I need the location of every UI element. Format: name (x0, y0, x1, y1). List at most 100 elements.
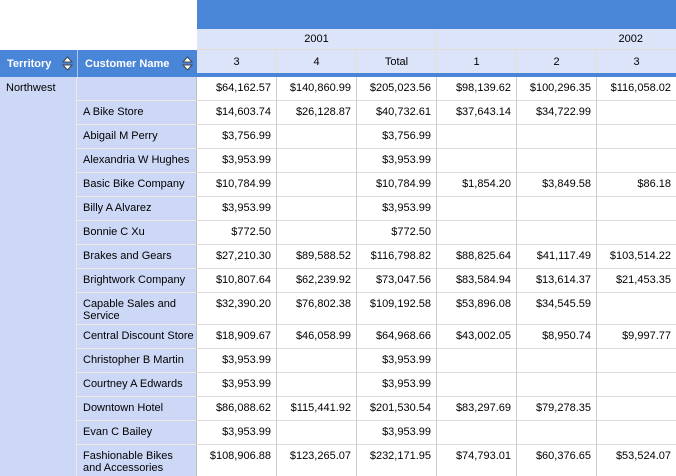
matrix-body: Northwest $64,162.57 $140,860.99 $205,023.… (0, 77, 676, 476)
table-row: Downtown Hotel $86,088.62 $115,441.92 $201,… (77, 397, 676, 421)
value-cell: $116,798.82 (357, 245, 437, 269)
year-group-2002: 2002 (437, 29, 676, 50)
value-cell: $98,139.62 (437, 77, 517, 101)
value-cell (277, 197, 357, 221)
quarter-header-3: 1 (437, 50, 517, 73)
value-cell: $3,953.99 (357, 373, 437, 397)
customer-name-cell: Basic Bike Company (77, 173, 197, 197)
value-cell (277, 349, 357, 373)
value-cell (517, 373, 597, 397)
value-cell: $53,896.08 (437, 293, 517, 325)
value-cell: $21,453.35 (597, 269, 676, 293)
value-cell (517, 197, 597, 221)
value-cell: $772.50 (197, 221, 277, 245)
value-cell (597, 293, 676, 325)
quarter-header-2: Total (357, 50, 437, 73)
value-cell: $64,968.66 (357, 325, 437, 349)
value-cell (437, 373, 517, 397)
value-cell: $3,953.99 (197, 197, 277, 221)
value-cell (277, 221, 357, 245)
sort-icon[interactable] (62, 56, 73, 71)
value-cell (597, 349, 676, 373)
value-cell (597, 397, 676, 421)
value-cell (517, 221, 597, 245)
value-cell: $89,588.52 (277, 245, 357, 269)
value-cell: $3,953.99 (357, 421, 437, 445)
corner-spacer (0, 29, 197, 50)
customer-name-cell (77, 77, 197, 101)
value-cell (437, 421, 517, 445)
customer-name-cell: Capable Sales and Service (77, 293, 197, 325)
value-cell: $60,376.65 (517, 445, 597, 476)
value-cell (597, 373, 676, 397)
value-cell: $43,002.05 (437, 325, 517, 349)
value-cell: $3,849.58 (517, 173, 597, 197)
value-cell (517, 349, 597, 373)
value-cell (437, 221, 517, 245)
value-cell: $205,023.56 (357, 77, 437, 101)
value-cell: $8,950.74 (517, 325, 597, 349)
value-cell: $53,524.07 (597, 445, 676, 476)
value-cell: $109,192.58 (357, 293, 437, 325)
value-cell: $201,530.54 (357, 397, 437, 421)
year-header-row: 2001 2002 (0, 29, 676, 50)
value-cell: $86,088.62 (197, 397, 277, 421)
table-row: Courtney A Edwards $3,953.99 $3,953.99 (77, 373, 676, 397)
customer-name-cell: Downtown Hotel (77, 397, 197, 421)
value-cell: $26,128.87 (277, 101, 357, 125)
value-cell: $10,784.99 (357, 173, 437, 197)
value-cell: $74,793.01 (437, 445, 517, 476)
value-cell: $1,854.20 (437, 173, 517, 197)
value-cell (277, 373, 357, 397)
value-cell: $32,390.20 (197, 293, 277, 325)
value-cell: $3,953.99 (357, 197, 437, 221)
value-cell: $3,953.99 (197, 373, 277, 397)
customer-name-cell: Brightwork Company (77, 269, 197, 293)
table-row: A Bike Store $14,603.74 $26,128.87 $40,732.… (77, 101, 676, 125)
customer-name-cell: Bonnie C Xu (77, 221, 197, 245)
value-cell: $37,643.14 (437, 101, 517, 125)
value-cell: $3,953.99 (357, 349, 437, 373)
value-cell (437, 149, 517, 173)
value-cell: $14,603.74 (197, 101, 277, 125)
value-cell (517, 125, 597, 149)
table-row: Abigail M Perry $3,756.99 $3,756.99 (77, 125, 676, 149)
value-cell (517, 149, 597, 173)
customer-name-column-header[interactable]: Customer Name (77, 50, 197, 77)
table-row: Fashionable Bikes and Accessories $108,90… (77, 445, 676, 476)
value-cell (597, 197, 676, 221)
value-cell: $103,514.22 (597, 245, 676, 269)
value-cell: $79,278.35 (517, 397, 597, 421)
value-cell (277, 149, 357, 173)
territory-column-header[interactable]: Territory (0, 50, 77, 77)
value-cell (277, 173, 357, 197)
value-cell: $27,210.30 (197, 245, 277, 269)
value-cell: $3,953.99 (197, 349, 277, 373)
quarter-header-1: 4 (277, 50, 357, 73)
table-row: Alexandria W Hughes $3,953.99 $3,953.99 (77, 149, 676, 173)
quarter-header-5: 3 (597, 50, 676, 73)
value-cell: $83,584.94 (437, 269, 517, 293)
column-header-row: Territory Customer Name 3 4 Total 1 2 3 (0, 50, 676, 77)
value-cell (517, 421, 597, 445)
customer-name-cell: Billy A Alvarez (77, 197, 197, 221)
customer-name-cell: Alexandria W Hughes (77, 149, 197, 173)
value-cell: $76,802.38 (277, 293, 357, 325)
value-cell (277, 125, 357, 149)
customer-name-cell: Evan C Bailey (77, 421, 197, 445)
customer-name-cell: Courtney A Edwards (77, 373, 197, 397)
customer-name-cell: Central Discount Store (77, 325, 197, 349)
value-cell (277, 421, 357, 445)
value-cell: $73,047.56 (357, 269, 437, 293)
year-label-2001: 2001 (304, 33, 329, 45)
value-cell: $108,906.88 (197, 445, 277, 476)
value-cell: $100,296.35 (517, 77, 597, 101)
sort-icon[interactable] (182, 56, 193, 71)
value-cell (437, 197, 517, 221)
value-cell: $3,756.99 (357, 125, 437, 149)
value-cell: $41,117.49 (517, 245, 597, 269)
table-row: Central Discount Store $18,909.67 $46,058.… (77, 325, 676, 349)
value-cell: $62,239.92 (277, 269, 357, 293)
table-row: Bonnie C Xu $772.50 $772.50 (77, 221, 676, 245)
